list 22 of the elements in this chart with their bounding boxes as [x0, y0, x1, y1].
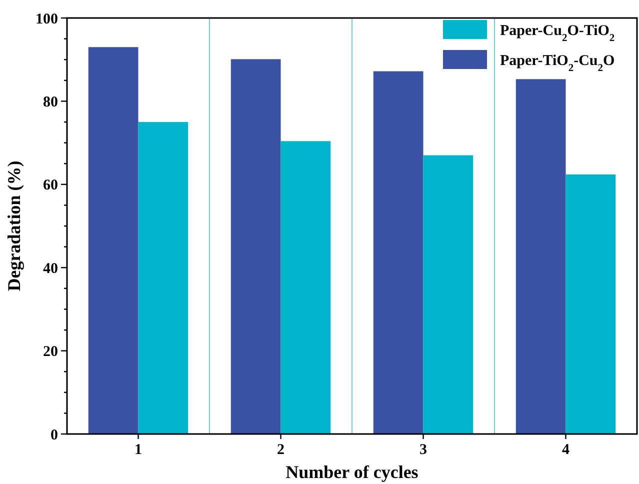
bar: [88, 47, 138, 434]
bar: [516, 79, 566, 434]
y-tick-label: 40: [43, 260, 58, 277]
legend-label: Paper-TiO$_{2}$-Cu$_{2}$O: [500, 53, 615, 74]
bar: [138, 122, 188, 434]
y-axis-title: Degradation (%): [4, 160, 24, 292]
legend-label: Paper-Cu$_{2}$O-TiO$_{2}$: [500, 23, 615, 44]
y-tick-label: 60: [43, 178, 58, 194]
y-tick-label: 20: [43, 344, 58, 360]
y-tick-label: 100: [36, 11, 58, 28]
bar: [280, 141, 331, 434]
y-tick-label: 80: [43, 94, 58, 110]
x-tick-label: 1: [134, 442, 142, 458]
bar: [423, 155, 474, 434]
bar: [566, 174, 616, 434]
bar: [373, 71, 424, 434]
bar: [230, 59, 281, 434]
x-axis-title: Number of cycles: [286, 462, 418, 482]
x-tick-label: 3: [420, 442, 427, 458]
y-tick-label: 0: [50, 427, 58, 444]
x-tick-label: 2: [277, 442, 284, 458]
x-tick-label: 4: [562, 442, 570, 458]
